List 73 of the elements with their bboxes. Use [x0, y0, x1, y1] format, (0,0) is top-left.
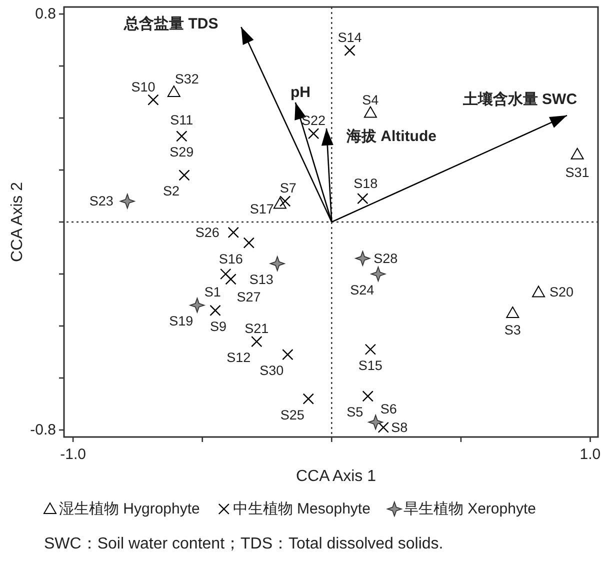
annotation: S8	[391, 420, 408, 435]
point	[570, 148, 584, 160]
annotation: S5	[346, 404, 364, 420]
annotation: S32	[174, 72, 199, 87]
point	[368, 414, 384, 430]
annotation: S28	[374, 250, 398, 266]
annotation: S13	[249, 272, 274, 288]
point	[364, 344, 376, 355]
x-axis-title: CCA Axis 1	[296, 468, 376, 485]
point	[364, 106, 377, 118]
annotation: S12	[226, 350, 251, 366]
point	[190, 298, 205, 313]
annotation: S25	[280, 407, 304, 422]
text: SWC：Soil water content；TDS：Total dissolved solids.	[44, 536, 444, 552]
annotation: S30	[260, 363, 284, 378]
y-tick-label: -0.8	[30, 421, 56, 438]
annotation: S14	[338, 30, 362, 45]
annotation: S26	[195, 224, 220, 240]
annotation: S1	[204, 284, 221, 300]
annotation: S4	[362, 92, 380, 108]
point	[178, 170, 190, 181]
y-axis-title: CCA Axis 2	[9, 182, 26, 262]
annotation: S9	[210, 318, 227, 334]
annotation: S2	[162, 184, 180, 199]
point	[344, 44, 356, 56]
point	[243, 237, 254, 248]
annotation: S11	[170, 112, 194, 128]
annotation: S10	[131, 79, 156, 94]
annotation: 海拔 Altitude	[345, 128, 436, 145]
annotation: S20	[550, 284, 574, 300]
annotation: S6	[380, 402, 397, 417]
point	[148, 94, 159, 106]
point	[280, 196, 291, 207]
point	[308, 128, 320, 140]
annotation: S3	[504, 322, 521, 338]
point	[273, 197, 286, 209]
annotation: S24	[350, 282, 375, 298]
point	[532, 286, 546, 298]
annotation: S7	[280, 180, 296, 196]
annotation: S21	[244, 321, 269, 336]
annotation: S31	[565, 164, 590, 180]
point	[251, 336, 262, 348]
point	[176, 130, 188, 142]
point	[270, 256, 285, 272]
annotation: S19	[169, 314, 194, 329]
annotation: pH	[290, 84, 310, 101]
point	[506, 306, 520, 318]
annotation: S15	[358, 358, 382, 373]
point	[228, 226, 239, 238]
point	[355, 250, 370, 266]
point	[120, 194, 135, 209]
annotation: S17	[250, 201, 274, 216]
point	[370, 266, 386, 282]
point	[378, 422, 389, 433]
point	[302, 393, 314, 404]
point	[225, 274, 236, 285]
y-tick-label: 0.8	[35, 6, 56, 23]
annotation: S23	[89, 194, 114, 209]
annotation: S22	[302, 113, 326, 128]
annotation: 总含盐量 TDS	[123, 16, 218, 33]
point	[210, 304, 221, 316]
annotation: 土壤含水量 SWC	[462, 90, 578, 108]
point	[220, 268, 232, 280]
point	[167, 86, 180, 98]
x-tick-label: -1.0	[60, 446, 86, 463]
annotation: S16	[218, 251, 243, 266]
annotation: S18	[354, 176, 378, 192]
point	[357, 193, 368, 204]
annotation: S27	[236, 290, 261, 305]
point	[282, 348, 294, 360]
point	[362, 390, 374, 402]
x-tick-label: 1.0	[580, 446, 601, 463]
annotation: S29	[170, 144, 194, 160]
